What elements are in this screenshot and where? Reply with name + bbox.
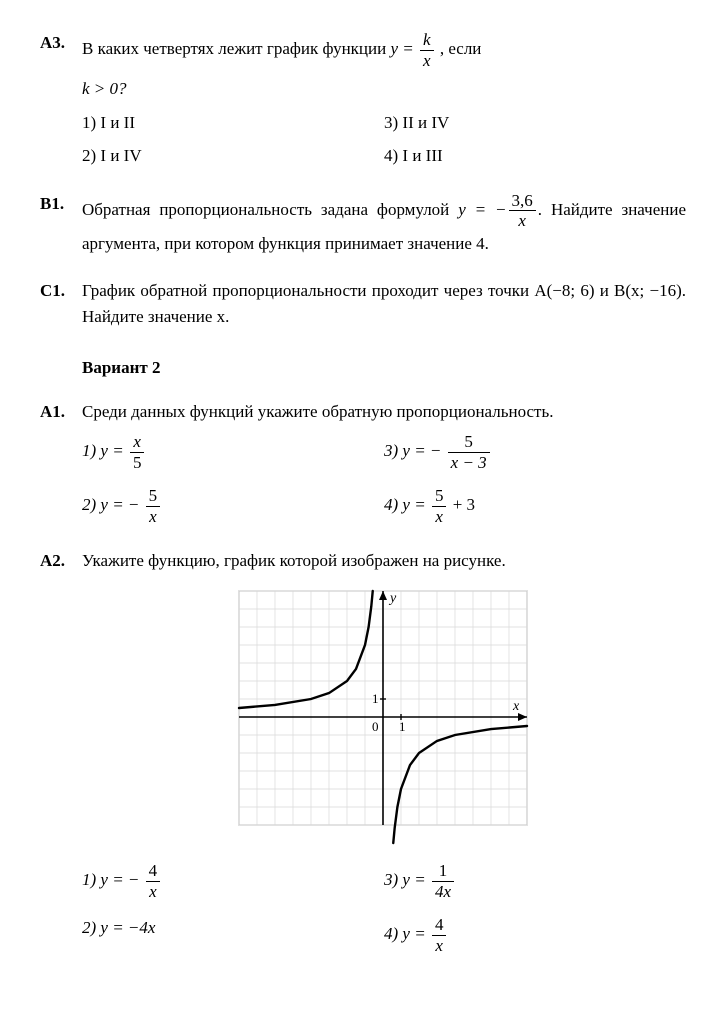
option-1: 1) y = x 5 <box>82 432 384 472</box>
option-4: 4) y = 5 x + 3 <box>384 486 686 526</box>
fraction: 1 4x <box>432 861 454 901</box>
option-3: 3) y = − 5 x − 3 <box>384 432 686 472</box>
problem-label: В1. <box>40 191 70 257</box>
problem-a1: А1. Среди данных функций укажите обратну… <box>40 399 686 527</box>
options: 1) I и II 3) II и IV 2) I и IV 4) I и II… <box>82 110 686 169</box>
fraction: k x <box>420 30 434 70</box>
fraction: 5 x − 3 <box>448 432 490 472</box>
opt-prefix: 3) y = <box>384 870 426 889</box>
hyperbola-chart: 1 1 0 y x <box>234 586 534 846</box>
denominator: 4x <box>432 882 454 902</box>
opt-prefix: 1) y = − <box>82 870 139 889</box>
text: Укажите функцию, график которой изображе… <box>82 551 506 570</box>
options: 1) y = − 4 x 3) y = 1 4x 2) y = −4x 4) y… <box>82 861 686 955</box>
fraction: 4 x <box>432 915 447 955</box>
fraction: x 5 <box>130 432 145 472</box>
opt-prefix: 4) y = <box>384 924 426 943</box>
svg-text:1: 1 <box>399 719 406 734</box>
option-2: 2) I и IV <box>82 143 384 169</box>
svg-text:x: x <box>512 699 520 714</box>
numerator: 5 <box>448 432 490 453</box>
text: В каких четвертях лежит график функции <box>82 39 390 58</box>
denominator: x <box>420 51 434 71</box>
option-4: 4) I и III <box>384 143 686 169</box>
svg-text:1: 1 <box>372 691 379 706</box>
problem-a2: А2. Укажите функцию, график которой изоб… <box>40 548 686 955</box>
numerator: k <box>420 30 434 51</box>
opt-prefix: 4) y = <box>384 495 426 514</box>
eq-lhs: y = − <box>458 200 506 219</box>
numerator: 1 <box>432 861 454 882</box>
option-2: 2) y = − 5 x <box>82 486 384 526</box>
option-4: 4) y = 4 x <box>384 915 686 955</box>
opt-prefix: 1) y = <box>82 441 124 460</box>
problem-body: В каких четвертях лежит график функции y… <box>82 30 686 169</box>
problem-label: А3. <box>40 30 70 169</box>
opt-prefix: 2) y = −4x <box>82 918 155 937</box>
denominator: x − 3 <box>448 453 490 473</box>
condition: k > 0? <box>82 76 686 102</box>
option-1: 1) y = − 4 x <box>82 861 384 901</box>
problem-label: С1. <box>40 278 70 329</box>
problem-c1: С1. График обратной пропорциональности п… <box>40 278 686 329</box>
variant-heading: Вариант 2 <box>82 355 686 381</box>
opt-prefix: 3) y = − <box>384 441 441 460</box>
option-1: 1) I и II <box>82 110 384 136</box>
problem-body: Среди данных функций укажите обратную пр… <box>82 399 686 527</box>
numerator: 4 <box>432 915 447 936</box>
options: 1) y = x 5 3) y = − 5 x − 3 2) y = − 5 x <box>82 432 686 526</box>
fraction: 5 x <box>146 486 161 526</box>
option-2: 2) y = −4x <box>82 915 384 955</box>
problem-body: Укажите функцию, график которой изображе… <box>82 548 686 955</box>
numerator: 4 <box>146 861 161 882</box>
problem-body: Обратная пропорциональность задана форму… <box>82 191 686 257</box>
problem-a3: А3. В каких четвертях лежит график функц… <box>40 30 686 169</box>
formula: y = k x <box>390 39 439 58</box>
text: , если <box>440 39 482 58</box>
denominator: x <box>146 882 161 902</box>
opt-prefix: 2) y = − <box>82 495 139 514</box>
denominator: x <box>146 507 161 527</box>
svg-text:0: 0 <box>372 719 379 734</box>
denominator: x <box>509 211 536 231</box>
svg-text:y: y <box>388 591 397 606</box>
opt-suffix: + 3 <box>448 495 475 514</box>
fraction: 4 x <box>146 861 161 901</box>
formula: y = − 3,6 x <box>458 200 538 219</box>
numerator: 5 <box>432 486 447 507</box>
denominator: x <box>432 507 447 527</box>
fraction: 5 x <box>432 486 447 526</box>
problem-body: График обратной пропорциональности прохо… <box>82 278 686 329</box>
problem-label: А2. <box>40 548 70 955</box>
numerator: 3,6 <box>509 191 536 212</box>
text: Обратная пропорциональность задана форму… <box>82 200 449 219</box>
numerator: x <box>130 432 145 453</box>
problem-label: А1. <box>40 399 70 527</box>
text: График обратной пропорциональности прохо… <box>82 281 686 326</box>
denominator: 5 <box>130 453 145 473</box>
denominator: x <box>432 936 447 956</box>
option-3: 3) y = 1 4x <box>384 861 686 901</box>
chart-container: 1 1 0 y x <box>82 586 686 854</box>
option-3: 3) II и IV <box>384 110 686 136</box>
numerator: 5 <box>146 486 161 507</box>
text: Среди данных функций укажите обратную пр… <box>82 402 553 421</box>
fraction: 3,6 x <box>509 191 536 231</box>
eq-lhs: y = <box>390 39 413 58</box>
problem-b1: В1. Обратная пропорциональность задана ф… <box>40 191 686 257</box>
